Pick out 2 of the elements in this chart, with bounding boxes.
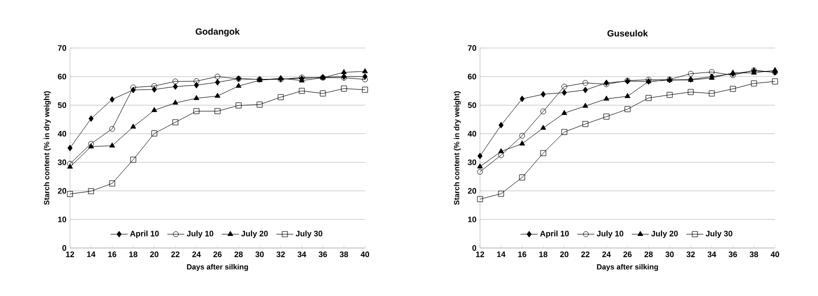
chart-title: Guseulok <box>607 30 648 37</box>
chart-title: Godangok <box>196 28 240 37</box>
